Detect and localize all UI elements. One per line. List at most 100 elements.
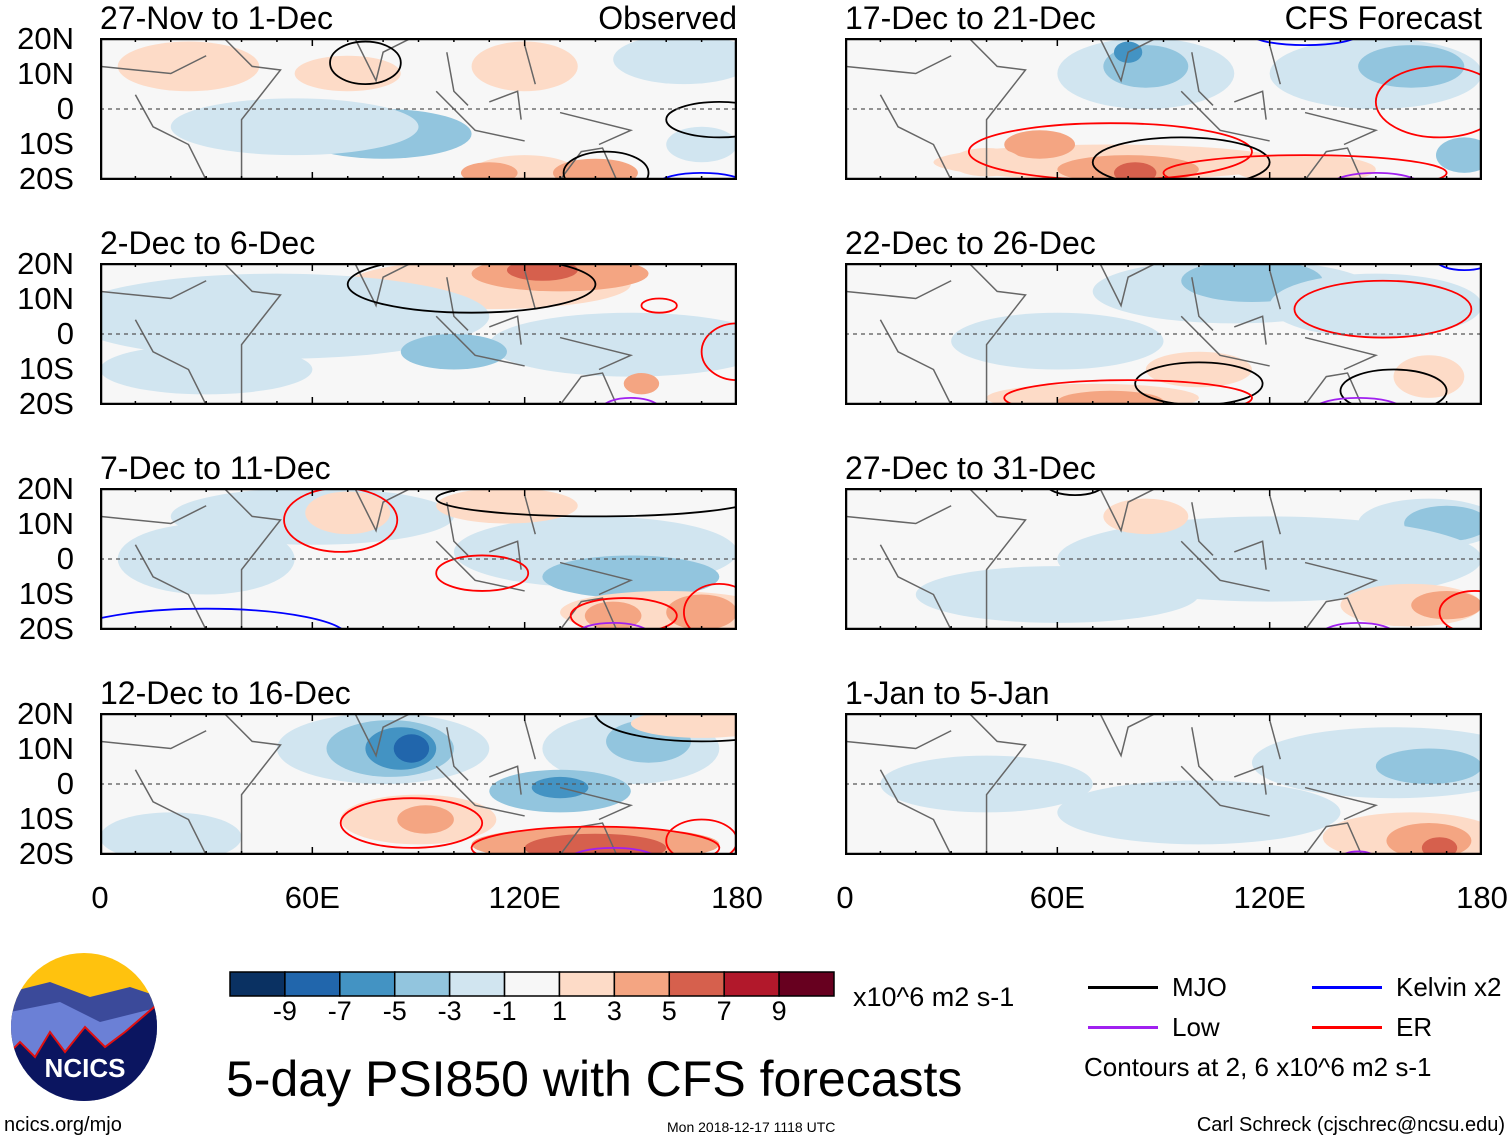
colorbar-tick-label: -3 — [437, 996, 462, 1026]
legend-label: MJO — [1172, 972, 1227, 1002]
lon-tick-label: 60E — [284, 880, 340, 915]
lon-tick-label: 180 — [1456, 880, 1508, 915]
wave-contour — [329, 40, 402, 86]
coastline — [845, 713, 1379, 855]
map-panel — [100, 263, 737, 405]
colorbar-swatch — [613, 971, 671, 997]
lon-tick-label: 180 — [711, 880, 763, 915]
colorbar-swatch — [778, 971, 835, 997]
lat-tick-label: 0 — [56, 316, 74, 351]
lat-tick-label: 10N — [17, 56, 74, 91]
ncics-logo: NCICS — [11, 953, 157, 1101]
panel-title: 22-Dec to 26-Dec — [845, 225, 1096, 261]
anomaly-region — [100, 273, 490, 359]
lat-tick-label: 20N — [17, 471, 74, 506]
anomaly-region — [666, 594, 737, 630]
wave-contour — [571, 847, 655, 855]
anomaly-region — [1145, 351, 1252, 388]
anomaly-region — [489, 312, 737, 377]
anomaly-region — [170, 98, 419, 156]
lat-tick-label: 20N — [17, 246, 74, 281]
map-panel — [100, 713, 737, 855]
lon-tick-label: 120E — [488, 880, 561, 915]
wave-contour — [640, 297, 678, 314]
colorbar-swatch — [284, 971, 341, 997]
lat-tick-label: 20N — [17, 696, 74, 731]
wave-contour — [1091, 136, 1271, 180]
lat-tick-label: 10S — [18, 576, 74, 611]
svg-text:NCICS: NCICS — [45, 1053, 126, 1083]
wave-contour — [665, 101, 737, 139]
footer-author: Carl Schreck (cjschrec@ncsu.edu) — [1196, 1114, 1505, 1136]
anomaly-region — [1375, 748, 1482, 784]
wave-contour — [1047, 488, 1103, 496]
wave-contour — [339, 797, 484, 849]
anomaly-region — [305, 491, 391, 535]
column-label: Observed — [598, 0, 737, 36]
anomaly-region — [393, 734, 430, 763]
anomaly-region — [666, 126, 737, 163]
lat-tick-label: 20S — [18, 836, 74, 871]
legend-label: Kelvin x2 — [1396, 972, 1502, 1002]
wave-contour — [283, 488, 399, 553]
anomaly-region — [1436, 137, 1482, 173]
anomaly-region — [915, 566, 1199, 623]
anomaly-region — [1057, 780, 1341, 845]
legend-label: Low — [1172, 1012, 1220, 1042]
anomaly-region — [1057, 390, 1164, 405]
lat-tick-label: 10N — [17, 506, 74, 541]
anomaly-region — [1269, 273, 1482, 338]
panel-title: 27-Nov to 1-Dec — [100, 0, 333, 36]
anomaly-region — [100, 344, 313, 395]
wave-contour — [1323, 622, 1393, 630]
figure-title: 5-day PSI850 with CFS forecasts — [226, 1051, 963, 1107]
lon-tick-label: 0 — [836, 880, 854, 915]
lon-tick-label: 0 — [91, 880, 109, 915]
map-panel — [100, 488, 737, 630]
wave-contour — [1374, 65, 1482, 139]
lat-tick-label: 10S — [18, 801, 74, 836]
lon-tick-label: 60E — [1029, 880, 1085, 915]
map-panel — [100, 38, 737, 180]
contour-note: Contours at 2, 6 x10^6 m2 s-1 — [1084, 1052, 1432, 1082]
wave-contour — [1339, 368, 1448, 405]
lat-tick-label: 10S — [18, 351, 74, 386]
lat-tick-label: 20S — [18, 611, 74, 646]
colorbar-tick-label: 9 — [771, 996, 787, 1026]
anomaly-region — [1004, 130, 1076, 159]
coastline — [100, 38, 634, 180]
anomaly-region — [1103, 498, 1189, 535]
legend-label: ER — [1396, 1012, 1433, 1042]
wave-contour — [1436, 263, 1482, 271]
legend-line-mjo — [1088, 986, 1158, 989]
anomaly-region — [951, 312, 1164, 370]
lat-tick-label: 20N — [17, 21, 74, 56]
anomaly-region — [1113, 162, 1157, 180]
coastline — [100, 263, 634, 405]
anomaly-region — [471, 41, 578, 92]
colorbar-swatch — [503, 971, 561, 997]
anomaly-region — [630, 713, 737, 738]
legend-line-low — [1088, 1026, 1158, 1029]
anomaly-region — [584, 601, 642, 630]
legend-line-er — [1312, 1026, 1382, 1029]
colorbar-swatch — [393, 971, 451, 997]
colorbar-swatch — [558, 971, 616, 997]
anomaly-region — [1358, 45, 1465, 88]
wave-contour — [1162, 154, 1448, 180]
panel-title: 27-Dec to 31-Dec — [845, 450, 1096, 486]
coastline — [845, 38, 1379, 180]
lat-tick-label: 0 — [56, 91, 74, 126]
anomaly-region — [100, 812, 242, 855]
anomaly-region — [294, 55, 401, 92]
colorbar-swatch — [668, 971, 725, 997]
coastline — [100, 713, 634, 855]
anomaly-region — [436, 488, 578, 524]
wave-contour — [660, 172, 737, 180]
lat-tick-label: 10S — [18, 126, 74, 161]
wave-contour — [100, 607, 345, 630]
wave-contour — [594, 713, 737, 743]
map-panel — [845, 488, 1482, 630]
colorbar-swatch — [339, 971, 396, 997]
